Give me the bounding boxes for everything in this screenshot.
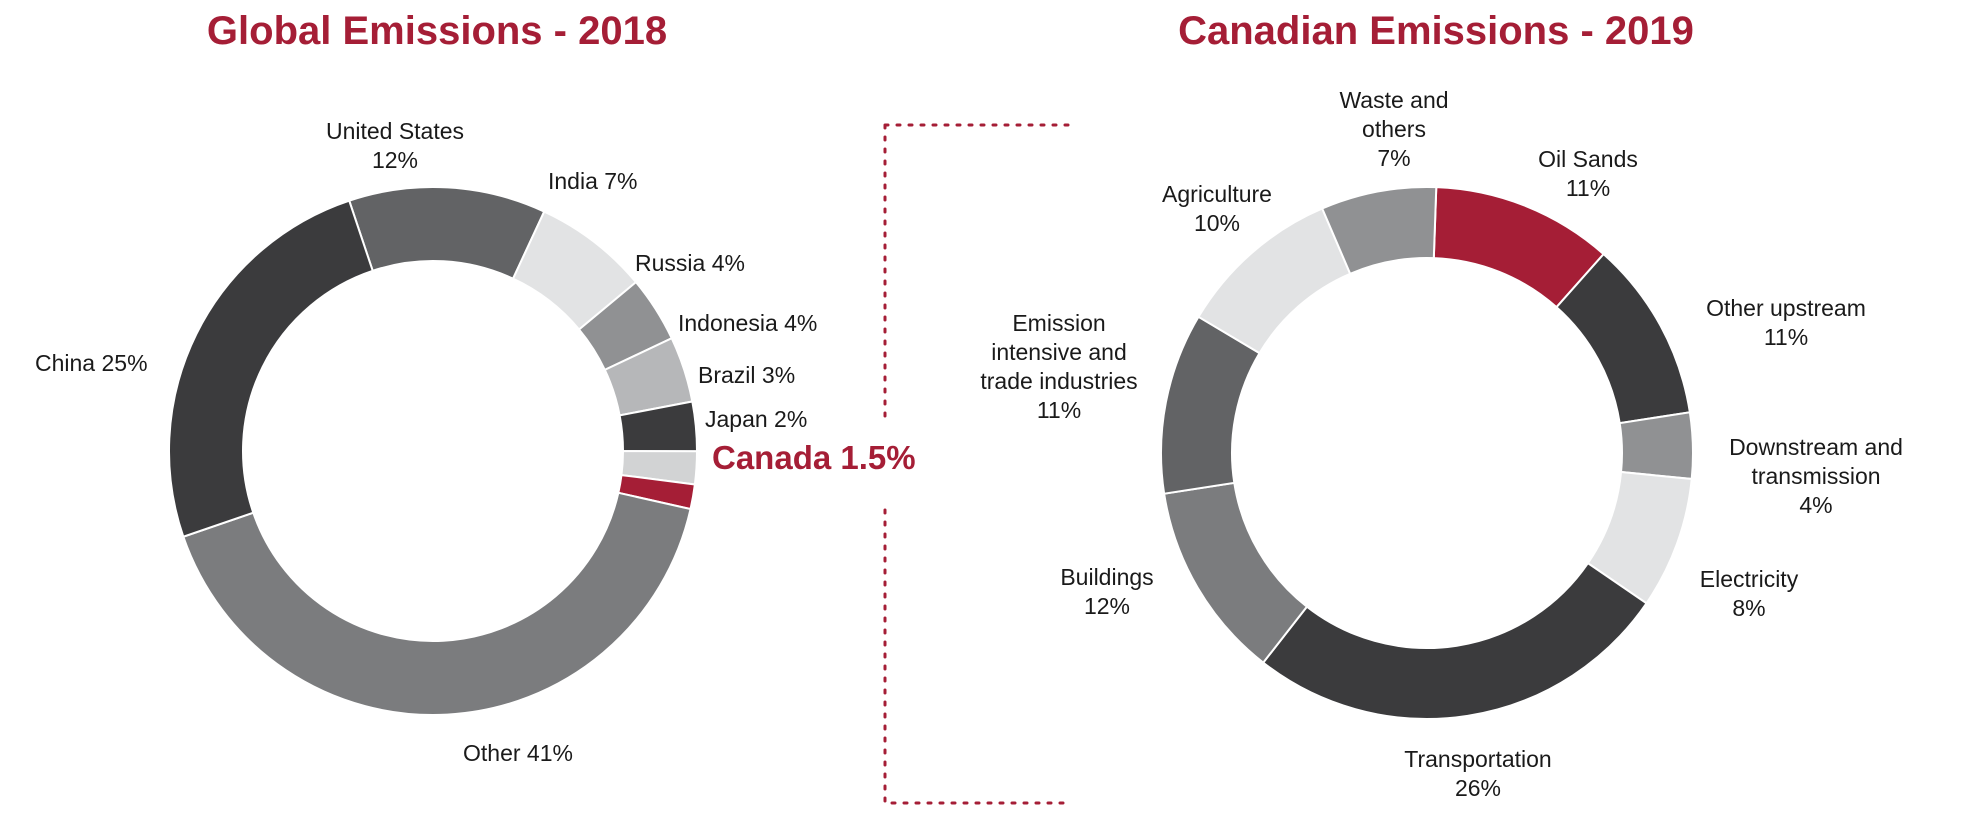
- global-chart-title: Global Emissions - 2018: [207, 9, 667, 53]
- canadian-emissions-donut: [1160, 186, 1694, 721]
- global-slice-other: [182, 491, 692, 716]
- global-label-canada: Canada 1.5%: [712, 439, 916, 476]
- canadian-label-oil-sands: Oil Sands 11%: [1538, 146, 1638, 201]
- global-emissions-labels: United States 12% India 7% Russia 4% Indones…: [35, 118, 916, 766]
- global-slice-china: [168, 199, 374, 539]
- canadian-label-waste-and-others: Waste and others 7%: [1339, 87, 1448, 171]
- canada-connector-bracket: [883, 123, 1070, 805]
- canadian-slice-downstream-and-transmission: [1618, 411, 1694, 481]
- canadian-label-other-upstream: Other upstream 11%: [1706, 295, 1866, 350]
- canadian-label-electricity: Electricity 8%: [1700, 566, 1799, 621]
- global-label-russia: Russia 4%: [635, 250, 745, 276]
- global-label-united-states: United States 12%: [326, 118, 464, 173]
- global-label-other: Other 41%: [463, 740, 573, 766]
- global-label-indonesia: Indonesia 4%: [678, 310, 817, 336]
- canadian-chart-title: Canadian Emissions - 2019: [1178, 9, 1694, 53]
- connector-line-top: [883, 123, 1070, 422]
- global-label-china: China 25%: [35, 350, 148, 376]
- global-label-japan: Japan 2%: [705, 406, 807, 432]
- canadian-label-transportation: Transportation 26%: [1404, 746, 1551, 801]
- connector-line-bottom: [883, 508, 1070, 805]
- global-slice-united-states: [347, 186, 546, 281]
- canadian-slice-buildings: [1162, 481, 1309, 665]
- global-label-brazil: Brazil 3%: [698, 362, 795, 388]
- global-label-india: India 7%: [548, 168, 638, 194]
- canadian-label-agriculture: Agriculture 10%: [1162, 181, 1272, 236]
- canadian-label-buildings: Buildings 12%: [1060, 564, 1153, 619]
- canadian-label-downstream-and-transmission: Downstream and transmission 4%: [1729, 434, 1903, 518]
- canadian-label-emission-intensive-and-trade-industries: Emission intensive and trade industries 11%: [980, 310, 1137, 423]
- canadian-emissions-labels: Oil Sands 11% Other upstream 11% Downstream …: [980, 87, 1903, 801]
- global-emissions-donut: [168, 186, 699, 716]
- canadian-slice-transportation: [1261, 561, 1648, 721]
- canadian-slice-waste-and-others: [1320, 186, 1438, 276]
